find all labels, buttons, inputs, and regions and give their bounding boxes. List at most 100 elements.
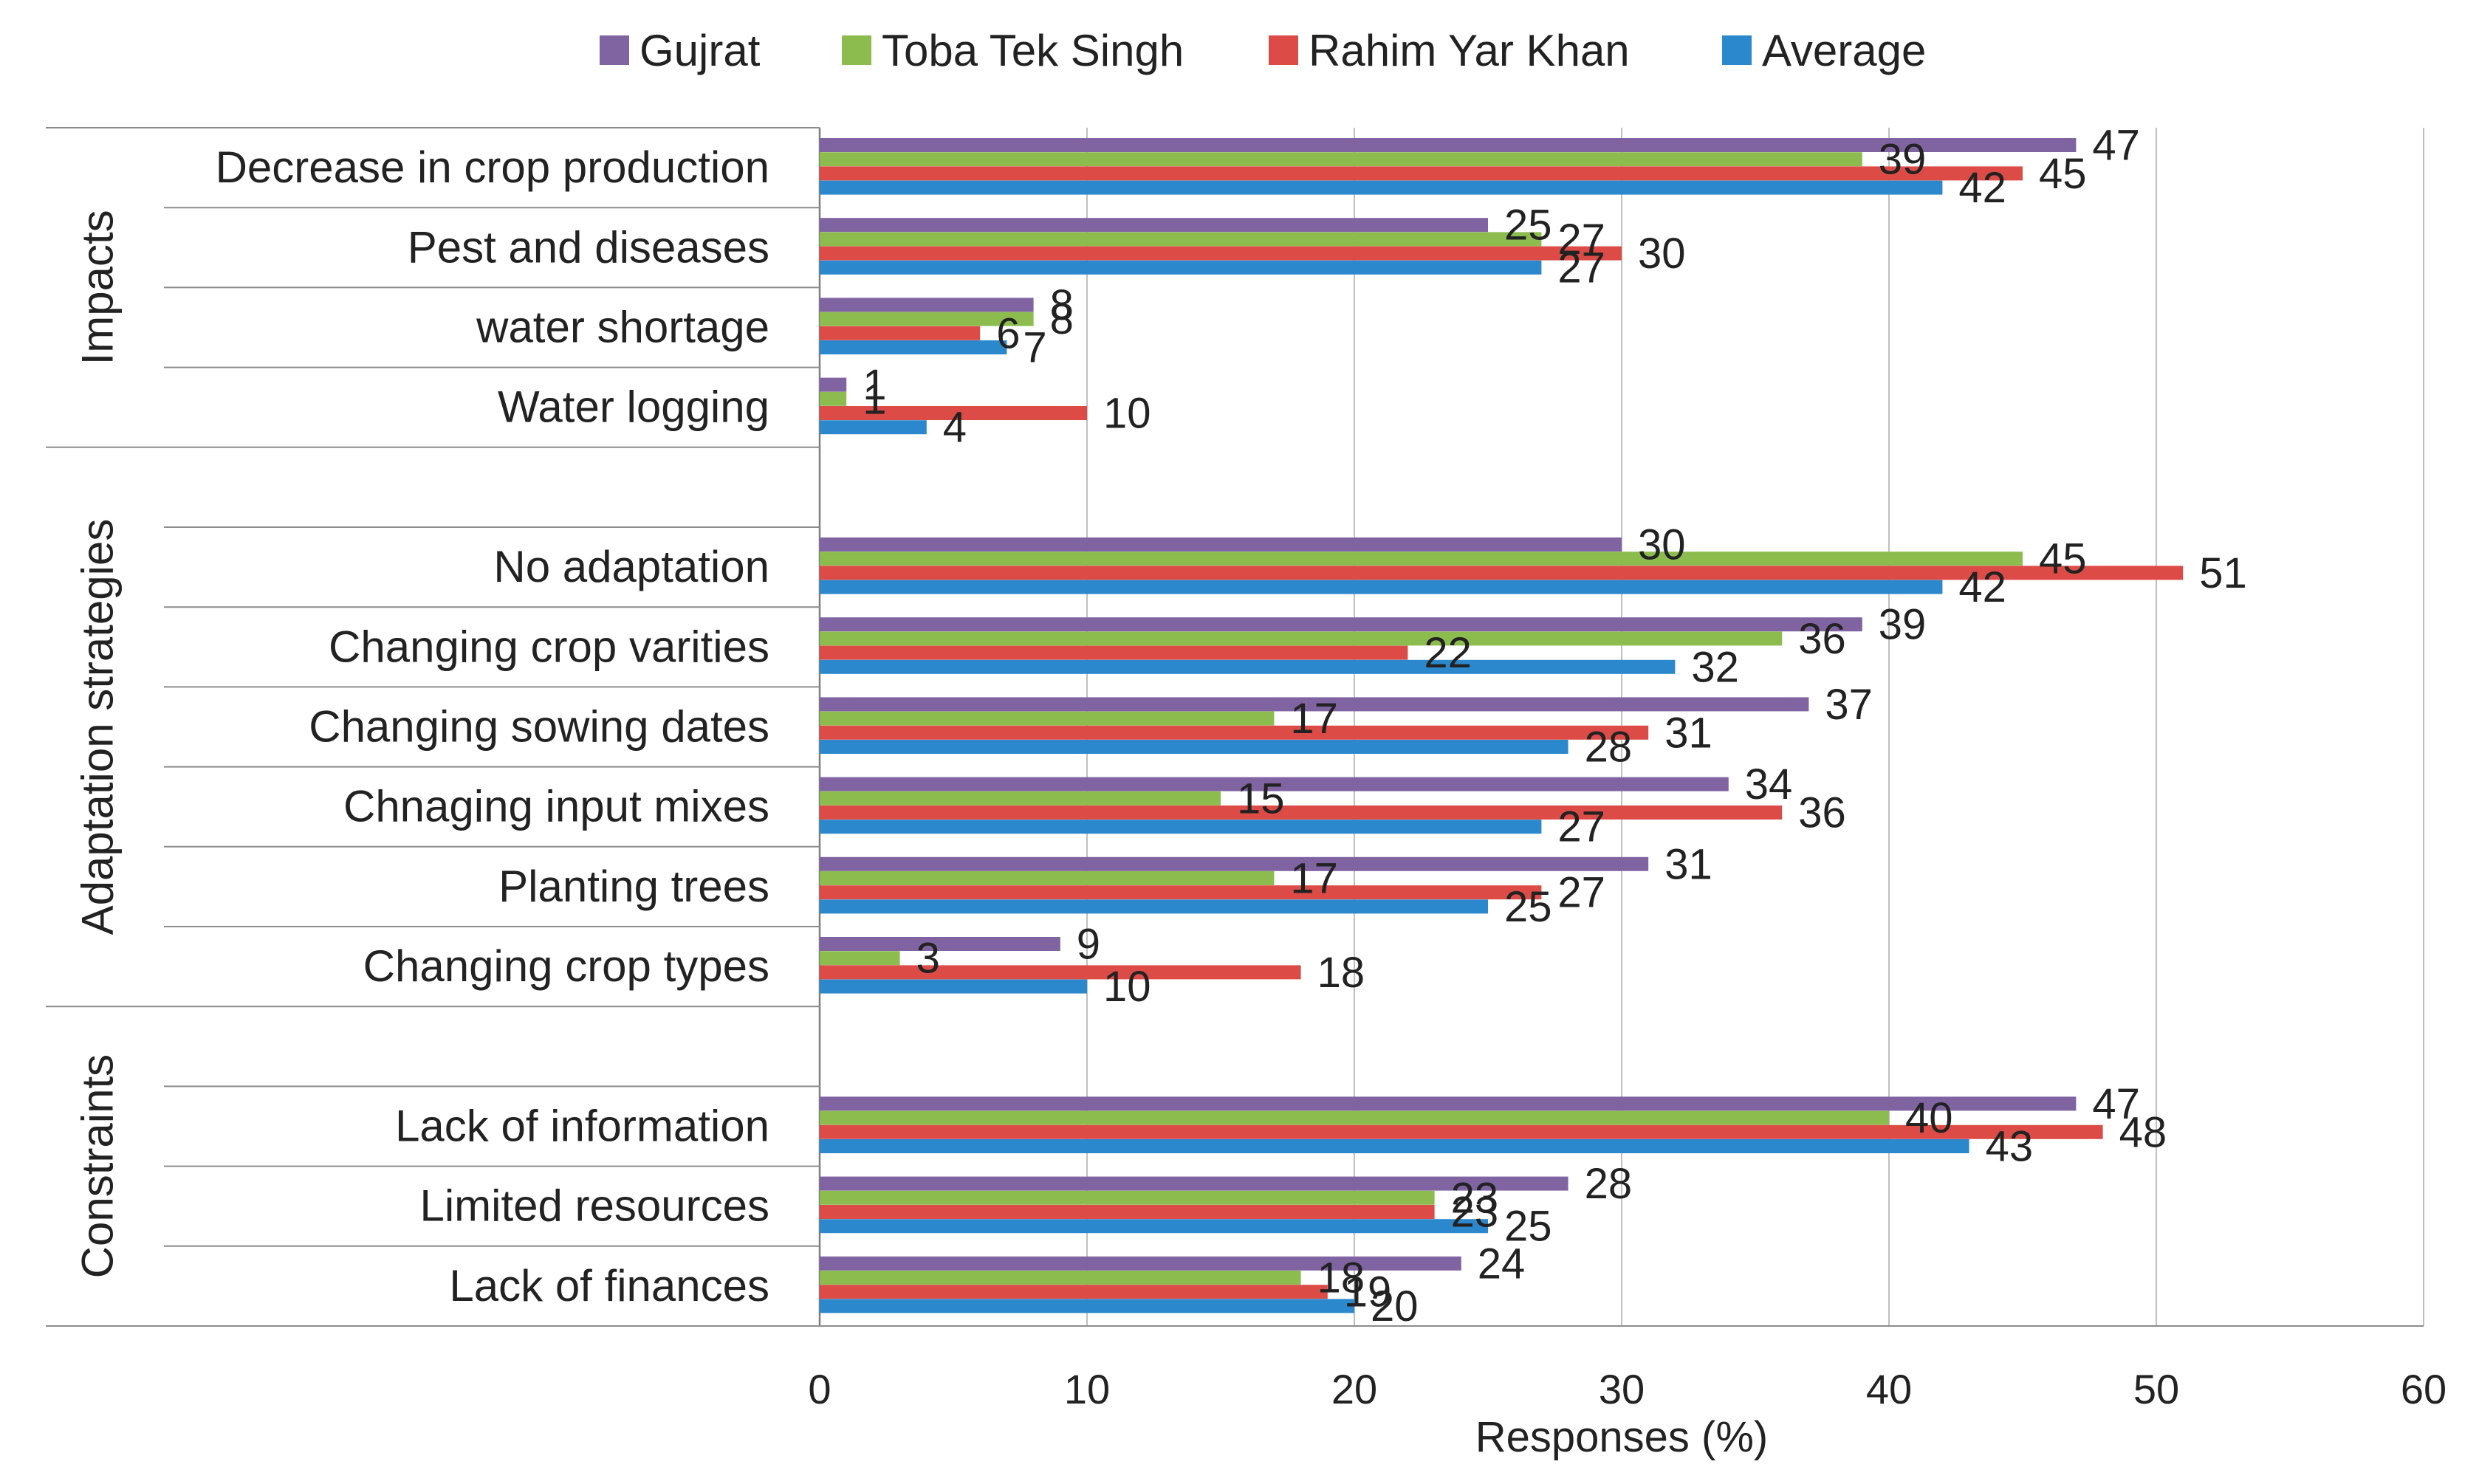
bar-toba-tek-singh <box>820 1110 1889 1125</box>
bar-toba-tek-singh <box>820 312 1034 326</box>
data-label: 47 <box>2092 122 2140 170</box>
data-label: 48 <box>2119 1108 2167 1156</box>
bar-gujrat <box>820 777 1729 791</box>
legend-label: Gujrat <box>640 26 761 75</box>
data-label: 45 <box>2039 535 2087 583</box>
data-label: 8 <box>1050 281 1074 329</box>
data-label: 1 <box>863 361 886 409</box>
bar-rahim-yar-khan <box>820 566 2184 580</box>
data-label: 27 <box>1557 869 1605 917</box>
group-labels: Impacts Adaptation strategies Constraints <box>73 210 123 1278</box>
data-label: 4 <box>943 404 967 452</box>
data-label: 25 <box>1504 1203 1552 1251</box>
legend-label: Toba Tek Singh <box>882 26 1184 75</box>
legend-swatch-gujrat <box>600 35 629 65</box>
data-label: 19 <box>1344 1268 1392 1316</box>
data-label: 39 <box>1879 601 1927 649</box>
bar-gujrat <box>820 298 1034 312</box>
data-label: 39 <box>1879 136 1927 184</box>
data-label: 17 <box>1290 695 1338 743</box>
category-label: water shortage <box>476 303 769 352</box>
category-label: Lack of finances <box>449 1261 769 1310</box>
category-label: Lack of information <box>395 1102 769 1151</box>
data-label: 34 <box>1745 760 1793 808</box>
data-label: 18 <box>1317 1254 1365 1302</box>
data-label: 51 <box>2199 549 2247 597</box>
bar-average <box>820 740 1568 754</box>
bar-rahim-yar-khan <box>820 1285 1328 1299</box>
data-label: 25 <box>1504 202 1552 250</box>
category-label: Limited resources <box>419 1181 769 1231</box>
data-label: 31 <box>1664 840 1712 888</box>
bars <box>820 138 2184 1313</box>
bar-average <box>820 1139 1969 1153</box>
bar-toba-tek-singh <box>820 711 1275 726</box>
category-label: Changing crop varities <box>329 622 769 671</box>
bar-gujrat <box>820 537 1622 552</box>
bar-average <box>820 820 1542 834</box>
x-tick-label: 30 <box>1599 1366 1645 1412</box>
bar-rahim-yar-khan <box>820 326 981 340</box>
data-label: 36 <box>1798 615 1846 663</box>
bar-rahim-yar-khan <box>820 805 1783 820</box>
data-label: 32 <box>1691 643 1739 691</box>
bar-toba-tek-singh <box>820 1190 1435 1205</box>
group-label-constraints: Constraints <box>73 1054 123 1278</box>
legend-label: Average <box>1762 26 1926 75</box>
bar-gujrat <box>820 1256 1461 1271</box>
data-label: 45 <box>2039 150 2087 198</box>
bar-gujrat <box>820 138 2077 152</box>
data-label: 23 <box>1451 1189 1499 1237</box>
data-label: 7 <box>1023 324 1046 372</box>
bar-gujrat <box>820 377 847 392</box>
category-label: Pest and diseases <box>408 222 769 272</box>
data-label: 42 <box>1958 563 2006 611</box>
bar-toba-tek-singh <box>820 1271 1301 1285</box>
bar-toba-tek-singh <box>820 871 1275 885</box>
category-label: Changing crop types <box>363 941 769 991</box>
bar-toba-tek-singh <box>820 791 1221 805</box>
data-label: 25 <box>1504 883 1552 931</box>
data-label: 20 <box>1371 1282 1419 1330</box>
data-label: 27 <box>1557 216 1605 264</box>
bar-gujrat <box>820 1096 2077 1111</box>
legend: Gujrat Toba Tek Singh Rahim Yar Khan Averag… <box>600 26 1926 75</box>
data-label: 36 <box>1798 789 1846 837</box>
data-label: 31 <box>1664 709 1712 757</box>
data-label: 47 <box>2092 1080 2140 1128</box>
bar-gujrat <box>820 617 1862 632</box>
data-label: 24 <box>1478 1240 1526 1288</box>
data-label: 28 <box>1585 1160 1633 1208</box>
bar-gujrat <box>820 697 1809 712</box>
x-tick-label: 20 <box>1331 1366 1377 1412</box>
legend-swatch-average <box>1722 35 1752 65</box>
x-axis-title: Responses (%) <box>1475 1413 1768 1461</box>
data-label: 10 <box>1103 963 1151 1011</box>
category-label: Changing sowing dates <box>309 702 769 752</box>
group-label-adaptation-strategies: Adaptation strategies <box>73 519 123 935</box>
data-label: 1 <box>863 375 886 423</box>
data-label: 37 <box>1825 681 1873 729</box>
bar-rahim-yar-khan <box>820 725 1649 740</box>
bar-average <box>820 659 1676 674</box>
category-label: No adaptation <box>493 542 769 591</box>
bar-average <box>820 420 927 435</box>
bar-toba-tek-singh <box>820 631 1783 646</box>
bar-rahim-yar-khan <box>820 885 1542 900</box>
bar-rahim-yar-khan <box>820 645 1408 660</box>
x-tick-label: 0 <box>808 1366 831 1412</box>
bar-toba-tek-singh <box>820 152 1862 167</box>
x-tick-label: 40 <box>1866 1366 1912 1412</box>
bar-toba-tek-singh <box>820 951 900 966</box>
data-label: 10 <box>1103 390 1151 438</box>
data-label: 27 <box>1557 803 1605 851</box>
bar-gujrat <box>820 1176 1568 1191</box>
bar-gujrat <box>820 856 1649 871</box>
category-label: Planting trees <box>498 862 769 911</box>
group-label-impacts: Impacts <box>73 210 123 365</box>
category-label: Chnaging input mixes <box>343 782 769 831</box>
data-label: 9 <box>1077 921 1100 969</box>
data-label: 42 <box>1958 164 2006 212</box>
bar-rahim-yar-khan <box>820 166 2023 181</box>
